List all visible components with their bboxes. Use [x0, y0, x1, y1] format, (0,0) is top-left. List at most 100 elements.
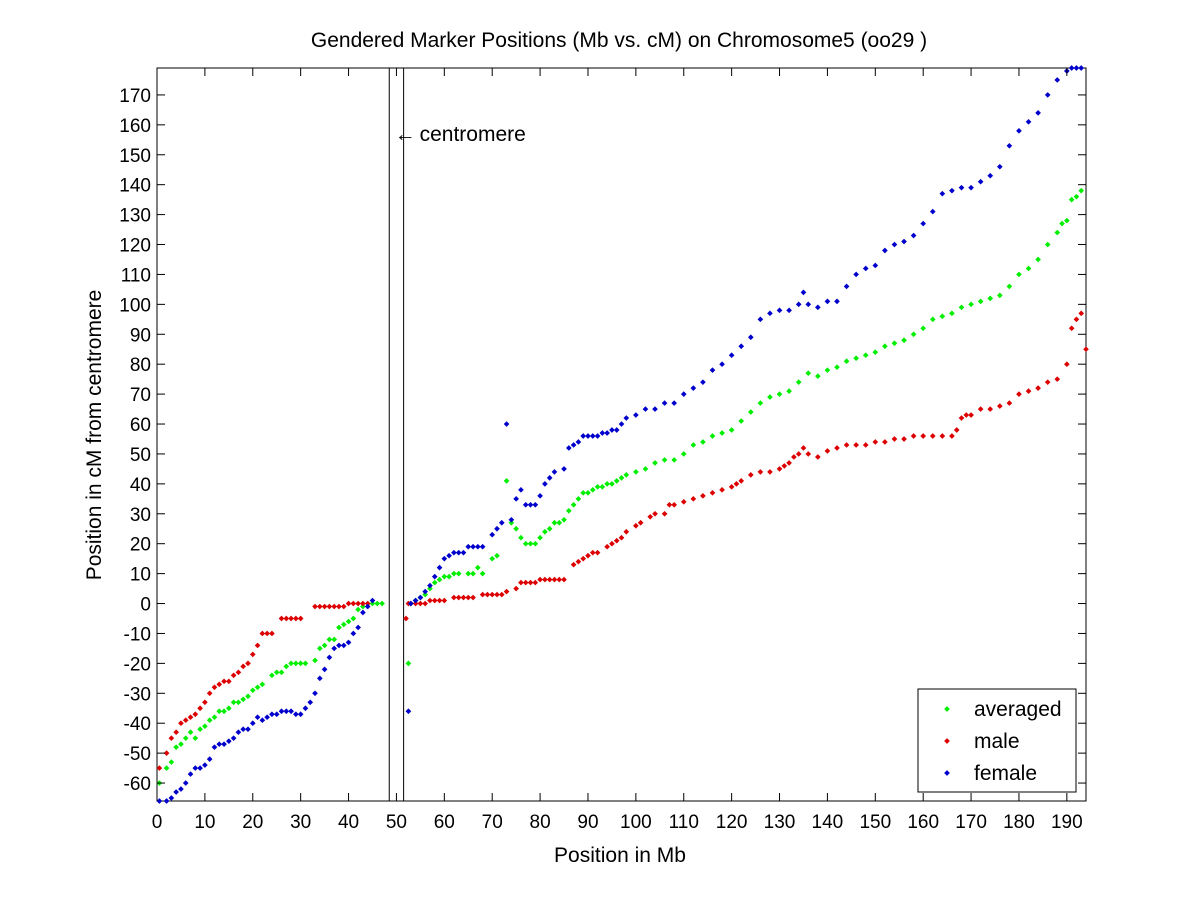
data-point-male: [187, 714, 194, 721]
data-point-averaged: [987, 295, 994, 302]
data-point-female: [513, 495, 519, 502]
data-point-averaged: [455, 570, 462, 577]
data-point-male: [613, 537, 620, 544]
y-tick-label: 60: [130, 415, 151, 436]
data-point-male: [206, 690, 213, 697]
data-point-male: [436, 597, 443, 604]
x-tick-label: 160: [907, 812, 939, 833]
data-point-female: [216, 741, 223, 747]
data-point-male: [791, 454, 797, 460]
legend-label-averaged: averaged: [974, 698, 1062, 721]
data-point-female: [623, 415, 630, 421]
data-point-male: [575, 558, 582, 565]
legend-marker-female: [944, 770, 950, 776]
data-point-averaged: [316, 645, 323, 652]
data-point-male: [623, 528, 630, 535]
y-tick-label: 40: [130, 475, 151, 496]
data-point-averaged: [642, 466, 649, 472]
data-point-male: [1078, 310, 1085, 317]
data-point-averaged: [168, 759, 175, 765]
x-tick-label: 10: [194, 812, 215, 833]
data-point-averaged: [834, 364, 840, 371]
data-point-averaged: [613, 478, 620, 484]
data-point-averaged: [431, 579, 438, 586]
data-point-male: [259, 630, 266, 637]
data-point-male: [618, 534, 625, 541]
data-point-male: [834, 445, 840, 451]
data-point-female: [293, 711, 299, 718]
data-point-averaged: [206, 717, 213, 724]
data-point-female: [594, 433, 601, 439]
data-point-female: [580, 433, 587, 439]
data-point-averaged: [178, 741, 184, 747]
data-point-averaged: [202, 723, 208, 730]
data-point-averaged: [345, 618, 352, 625]
data-point-averaged: [546, 525, 553, 532]
data-point-male: [498, 591, 505, 598]
data-point-averaged: [245, 693, 251, 700]
data-point-male: [312, 603, 318, 610]
x-tick-label: 40: [338, 812, 359, 833]
y-tick-label: 130: [119, 206, 151, 227]
y-tick-label: 160: [119, 116, 151, 137]
data-point-female: [245, 726, 251, 733]
data-point-male: [350, 600, 357, 607]
data-point-averaged: [293, 660, 299, 667]
data-point-female: [1035, 110, 1041, 116]
data-point-averaged: [436, 576, 443, 583]
data-point-male: [953, 427, 960, 433]
data-point-averaged: [537, 534, 543, 541]
data-point-male: [652, 510, 658, 517]
data-point-averaged: [580, 490, 587, 496]
data-point-male: [1054, 376, 1061, 382]
data-point-averaged: [1059, 220, 1065, 227]
data-point-averaged: [187, 729, 194, 736]
data-point-averaged: [192, 735, 199, 741]
data-point-female: [269, 711, 275, 718]
data-point-averaged: [604, 481, 610, 487]
data-point-averaged: [230, 699, 237, 706]
data-point-female: [340, 642, 347, 649]
data-point-female: [508, 516, 515, 523]
legend: averaged male female: [917, 688, 1077, 793]
data-point-averaged: [561, 516, 567, 523]
data-point-male: [589, 549, 596, 556]
data-point-averaged: [565, 507, 572, 514]
data-point-female: [336, 642, 342, 649]
data-point-female: [360, 609, 366, 616]
data-point-averaged: [618, 475, 625, 481]
data-point-averaged: [216, 708, 223, 715]
data-point-averaged: [929, 316, 936, 323]
data-point-averaged: [1078, 187, 1085, 194]
data-point-female: [565, 445, 572, 451]
data-point-female: [503, 421, 510, 427]
y-tick-label: -50: [124, 744, 151, 765]
data-point-female: [264, 714, 270, 721]
data-point-averaged: [872, 349, 879, 356]
data-point-averaged: [594, 484, 601, 490]
data-point-female: [307, 699, 314, 706]
data-point-female: [350, 630, 357, 637]
data-point-female: [977, 178, 984, 185]
data-point-averaged: [235, 699, 242, 706]
data-point-male: [1035, 385, 1041, 391]
y-tick-label: -60: [124, 774, 151, 795]
data-point-male: [733, 481, 740, 487]
data-point-female: [532, 501, 539, 508]
data-point-male: [182, 717, 189, 724]
y-tick-label: 90: [130, 325, 151, 346]
x-tick-label: 100: [620, 812, 652, 833]
data-point-male: [824, 448, 831, 454]
data-point-averaged: [1064, 217, 1070, 224]
data-point-averaged: [527, 540, 534, 547]
data-point-female: [431, 573, 438, 580]
data-point-female: [786, 307, 792, 314]
data-point-female: [173, 789, 179, 795]
y-tick-label: 10: [130, 565, 151, 586]
data-point-male: [494, 591, 500, 598]
data-point-averaged: [405, 660, 412, 667]
y-tick-label: 100: [119, 295, 151, 316]
data-point-male: [221, 678, 227, 685]
y-tick-label: -30: [124, 684, 151, 705]
data-point-female: [661, 400, 668, 406]
